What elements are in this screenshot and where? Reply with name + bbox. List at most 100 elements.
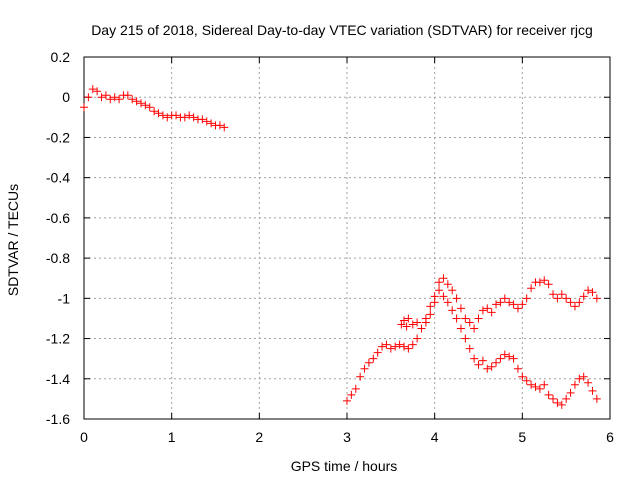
data-point xyxy=(373,348,382,357)
y-tick-label: -1.2 xyxy=(46,331,70,347)
x-axis-label: GPS time / hours xyxy=(291,458,398,474)
data-point xyxy=(145,103,154,112)
data-point xyxy=(378,342,387,351)
y-tick-label: -0.8 xyxy=(46,250,70,266)
data-point xyxy=(404,314,413,323)
data-point xyxy=(527,284,536,293)
data-point xyxy=(110,93,119,102)
y-tick-label: 0.2 xyxy=(51,49,71,65)
data-point xyxy=(452,314,461,323)
data-point xyxy=(470,324,479,333)
data-point xyxy=(456,324,465,333)
data-point xyxy=(399,342,408,351)
grid-layer xyxy=(84,57,610,419)
data-point xyxy=(465,318,474,327)
data-point xyxy=(557,400,566,409)
data-point xyxy=(426,310,435,319)
data-point xyxy=(443,298,452,307)
data-point xyxy=(408,320,417,329)
tick-layer: 0 1 2 3 4 5 6 0.2 0 -0.2 -0.4 -0.6 -0.8 -1 -1.2 -1.4 -1.… xyxy=(46,49,614,445)
chart-title: Day 215 of 2018, Sidereal Day-to-day VTE… xyxy=(91,22,593,38)
data-point xyxy=(505,298,514,307)
data-point xyxy=(500,350,509,359)
data-point xyxy=(391,342,400,351)
data-point xyxy=(562,294,571,303)
data-point xyxy=(430,298,439,307)
data-point xyxy=(483,304,492,313)
data-point xyxy=(360,364,369,373)
data-point xyxy=(369,354,378,363)
data-point xyxy=(478,356,487,365)
data-point xyxy=(492,300,501,309)
data-point xyxy=(413,334,422,343)
data-point xyxy=(97,93,106,102)
data-point xyxy=(448,286,457,295)
data-point xyxy=(141,101,150,110)
data-point xyxy=(487,308,496,317)
y-tick-label: -0.6 xyxy=(46,210,70,226)
data-point xyxy=(570,380,579,389)
data-point xyxy=(566,298,575,307)
data-point xyxy=(549,290,558,299)
data-point xyxy=(540,380,549,389)
data-point xyxy=(500,294,509,303)
data-point xyxy=(535,384,544,393)
x-tick-label: 3 xyxy=(343,429,351,445)
data-point xyxy=(189,113,198,122)
data-point xyxy=(128,95,137,104)
data-point xyxy=(584,378,593,387)
data-point xyxy=(207,119,216,128)
data-point xyxy=(461,314,470,323)
data-point xyxy=(549,394,558,403)
data-point xyxy=(115,95,124,104)
data-point xyxy=(474,360,483,369)
data-point xyxy=(180,113,189,122)
data-point xyxy=(93,87,102,96)
data-point xyxy=(553,294,562,303)
data-point xyxy=(382,340,391,349)
data-point xyxy=(465,344,474,353)
data-point xyxy=(439,292,448,301)
data-point xyxy=(101,91,110,100)
data-point xyxy=(492,358,501,367)
y-tick-label: -1.6 xyxy=(46,411,70,427)
data-point xyxy=(570,302,579,311)
data-point xyxy=(402,322,411,331)
data-point xyxy=(88,85,97,94)
data-point xyxy=(123,91,132,100)
data-point xyxy=(202,117,211,126)
data-point xyxy=(544,280,553,289)
x-tick-label: 1 xyxy=(168,429,176,445)
data-point xyxy=(172,111,181,120)
y-axis-label: SDTVAR / TECUs xyxy=(5,184,21,296)
data-point xyxy=(80,103,88,112)
data-point xyxy=(435,278,444,287)
y-tick-label: -0.2 xyxy=(46,129,70,145)
data-point xyxy=(417,324,426,333)
data-point xyxy=(215,121,224,130)
data-point xyxy=(496,354,505,363)
data-point xyxy=(443,280,452,289)
data-point xyxy=(505,352,514,361)
data-point xyxy=(150,107,159,116)
data-point xyxy=(553,398,562,407)
data-point xyxy=(535,278,544,287)
data-point xyxy=(575,374,584,383)
data-point xyxy=(154,109,163,118)
data-point xyxy=(452,294,461,303)
y-tick-label: -0.4 xyxy=(46,170,70,186)
data-point xyxy=(588,288,597,297)
data-point xyxy=(513,364,522,373)
y-tick-label: -1.4 xyxy=(46,371,70,387)
data-point xyxy=(562,394,571,403)
data-point xyxy=(163,113,172,122)
y-tick-label: 0 xyxy=(62,89,70,105)
data-point xyxy=(496,298,505,307)
data-point xyxy=(557,290,566,299)
data-point xyxy=(579,292,588,301)
data-point xyxy=(435,286,444,295)
data-point xyxy=(356,372,365,381)
data-point xyxy=(522,294,531,303)
data-point xyxy=(399,316,408,325)
